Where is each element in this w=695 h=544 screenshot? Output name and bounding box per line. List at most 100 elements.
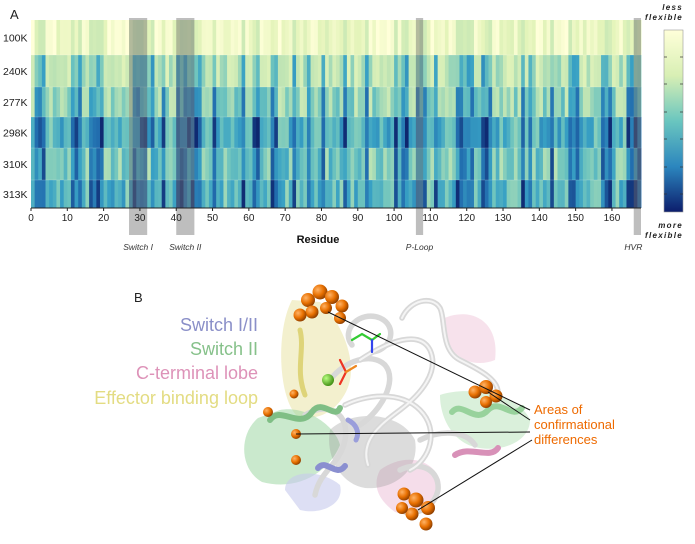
heatmap-cell <box>237 20 242 55</box>
heatmap-cell <box>441 55 446 87</box>
x-tick-label: 90 <box>352 213 364 224</box>
heatmap-cell <box>317 20 322 55</box>
heatmap-cell <box>619 148 624 180</box>
heatmap-cell <box>579 55 584 87</box>
heatmap-cell <box>379 87 384 117</box>
heatmap-cell <box>219 87 224 117</box>
heatmap-cell <box>423 180 428 208</box>
heatmap-cell <box>582 87 587 117</box>
heatmap-cell <box>172 180 177 208</box>
heatmap-cell <box>441 20 446 55</box>
heatmap-cell <box>372 180 377 208</box>
heatmap-cell <box>270 55 275 87</box>
heatmap-cell <box>517 87 522 117</box>
legend-item: Switch II <box>190 339 258 359</box>
heatmap-cell <box>484 148 489 180</box>
heatmap-cell <box>622 55 627 87</box>
heatmap-cell <box>586 87 591 117</box>
heatmap-cell <box>147 117 152 148</box>
heatmap-cell <box>503 117 508 148</box>
heatmap-cell <box>317 117 322 148</box>
row-label: 240K <box>3 66 28 78</box>
heatmap-cell <box>85 148 90 180</box>
heatmap-cell <box>107 20 112 55</box>
heatmap-cell <box>172 117 177 148</box>
heatmap-cell <box>590 87 595 117</box>
heatmap-cell <box>444 87 449 117</box>
heatmap-cell <box>118 180 123 208</box>
heatmap-cell <box>336 20 341 55</box>
heatmap-cell <box>401 55 406 87</box>
heatmap-cell <box>477 117 482 148</box>
heatmap-cell <box>390 148 395 180</box>
heatmap-cell <box>245 117 250 148</box>
heatmap-cell <box>274 148 279 180</box>
heatmap-cell <box>110 55 115 87</box>
row-label: 100K <box>3 33 28 45</box>
heatmap-cell <box>81 55 86 87</box>
heatmap-cell <box>561 87 566 117</box>
heatmap-cell <box>550 148 555 180</box>
heatmap-cell <box>473 148 479 180</box>
heatmap-cell <box>426 117 431 148</box>
heatmap-cell <box>426 148 431 180</box>
heatmap-cell <box>154 148 159 180</box>
heatmap-cell <box>281 87 286 117</box>
heatmap-cell <box>107 87 112 117</box>
heatmap-cell <box>346 87 351 117</box>
heatmap-cell <box>85 180 90 208</box>
heatmap-cell <box>499 20 504 55</box>
heatmap-cell <box>568 180 573 208</box>
heatmap-cell <box>288 20 293 55</box>
heatmap-cell <box>539 117 544 148</box>
heatmap-cell <box>212 180 217 208</box>
heatmap-cell <box>470 148 475 180</box>
heatmap-cell <box>208 148 213 180</box>
heatmap-cell <box>183 148 188 180</box>
heatmap-cell <box>484 180 489 208</box>
heatmap-cell <box>626 117 631 148</box>
x-tick-label: 40 <box>171 213 183 224</box>
heatmap-cell <box>459 148 464 180</box>
heatmap-cell <box>441 117 446 148</box>
heatmap-cell <box>503 20 508 55</box>
heatmap-cell <box>89 148 94 180</box>
heatmap-cell <box>343 117 348 148</box>
heatmap-cell <box>310 87 315 117</box>
heatmap-cell <box>63 117 68 148</box>
heatmap-cell <box>81 20 86 55</box>
heatmap-cell <box>31 87 36 117</box>
heatmap-cell <box>390 180 395 208</box>
heatmap-cell <box>292 87 297 117</box>
heatmap-cell <box>601 148 606 180</box>
heatmap-cell <box>611 55 616 87</box>
heatmap-cell <box>564 55 569 87</box>
heatmap-cell <box>38 117 43 148</box>
heatmap-cell <box>339 87 344 117</box>
heatmap-cell <box>390 87 395 117</box>
heatmap-cell <box>183 20 188 55</box>
heatmap-cell <box>375 148 380 180</box>
heatmap-cell <box>92 117 97 148</box>
heatmap-cell <box>557 148 562 180</box>
heatmap-cell <box>492 55 497 87</box>
heatmap-cell <box>70 20 75 55</box>
heatmap-cell <box>550 117 555 148</box>
heatmap-cell <box>470 55 475 87</box>
heatmap-cell <box>513 180 518 208</box>
heatmap-cell <box>408 117 413 148</box>
heatmap-cell <box>81 117 86 148</box>
heatmap-cell <box>34 117 39 148</box>
heatmap-cell <box>506 55 511 87</box>
heatmap-cell <box>85 117 90 148</box>
heatmap-cell <box>455 180 460 208</box>
heatmap-cell <box>52 20 57 55</box>
heatmap-cell <box>158 87 163 117</box>
heatmap-cell <box>263 20 268 55</box>
heatmap-cell <box>368 20 373 55</box>
row-label: 298K <box>3 128 28 140</box>
heatmap-cell <box>495 117 500 148</box>
heatmap-cell <box>343 180 348 208</box>
heatmap-cell <box>343 55 348 87</box>
heatmap-cell <box>216 148 221 180</box>
